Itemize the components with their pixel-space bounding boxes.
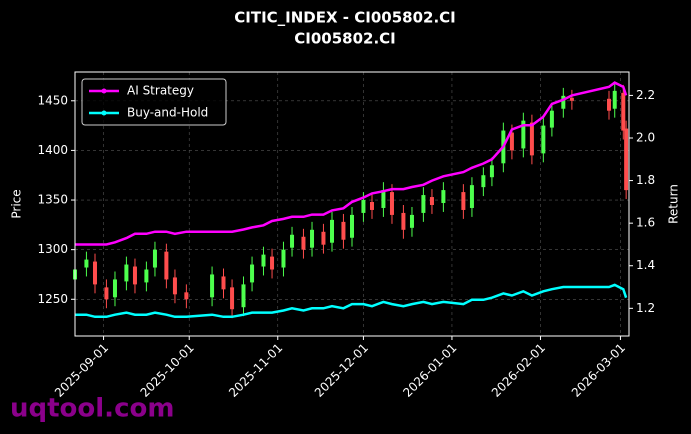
legend-label: AI Strategy <box>127 84 194 98</box>
candle-body <box>321 231 326 245</box>
candle-body <box>549 110 554 128</box>
legend-label: Buy-and-Hold <box>127 106 208 120</box>
candle-body <box>521 120 526 149</box>
y2-tick-label: 1.2 <box>636 301 655 315</box>
candle-body <box>469 185 474 208</box>
candle-body <box>509 132 514 151</box>
candle-body <box>350 214 354 238</box>
x-tick-label: 2025-11-01 <box>226 341 285 400</box>
candle-body <box>250 264 255 283</box>
candle-body <box>144 269 149 283</box>
candle-body <box>261 254 266 267</box>
candle-body <box>489 165 494 178</box>
candle-body <box>561 95 566 109</box>
candle-body <box>529 122 534 156</box>
candle-body <box>381 190 386 208</box>
candle-body <box>541 125 546 154</box>
candle-body <box>607 98 612 111</box>
x-tick-label: 2026-03-01 <box>569 341 628 400</box>
chart-subtitle: CI005802.CI <box>294 30 396 48</box>
candle-body <box>624 128 629 191</box>
candle-body <box>569 97 574 101</box>
y-tick-label: 1450 <box>37 93 68 107</box>
y-tick-label: 1400 <box>37 143 68 157</box>
y2-tick-label: 2.0 <box>636 131 655 145</box>
candle-body <box>270 256 275 270</box>
candle-body <box>330 219 335 243</box>
candle-body <box>409 214 414 228</box>
x-tick-label: 2025-12-01 <box>312 341 371 400</box>
candle-body <box>421 195 426 213</box>
candle-body <box>172 277 177 295</box>
x-tick-label: 2025-09-01 <box>52 341 111 400</box>
candle-body <box>152 249 157 268</box>
candle-body <box>112 279 117 298</box>
chart-title: CITIC_INDEX - CI005802.CI <box>234 9 455 27</box>
candle-body <box>481 175 486 188</box>
candle-body <box>612 90 617 109</box>
candle-body <box>341 221 346 240</box>
y2-tick-label: 2.2 <box>636 88 655 102</box>
series-line <box>75 81 628 246</box>
candle-body <box>104 287 109 300</box>
x-tick-label: 2025-10-01 <box>138 341 197 400</box>
candle-body <box>361 200 366 213</box>
candle-body <box>132 266 137 285</box>
y2-tick-label: 1.4 <box>636 258 655 272</box>
candle-body <box>221 276 226 290</box>
y2-axis-label: Return <box>667 184 681 224</box>
candle-body <box>281 249 286 268</box>
legend-marker <box>101 110 107 116</box>
candle-body <box>92 261 97 285</box>
y2-tick-label: 1.6 <box>636 216 655 230</box>
y-tick-label: 1250 <box>37 292 68 306</box>
y-axis-label: Price <box>10 189 24 218</box>
candle-body <box>241 284 246 308</box>
candle-body <box>310 229 315 248</box>
plot-frame <box>74 71 630 337</box>
candle-body <box>301 236 306 250</box>
candle-body <box>184 292 189 300</box>
candle-body <box>461 192 466 210</box>
candle-body <box>124 264 129 282</box>
series-line <box>75 283 628 319</box>
legend-marker <box>101 88 107 94</box>
candle-body <box>210 274 215 298</box>
x-tick-label: 2026-02-01 <box>489 341 548 400</box>
candle-body <box>389 192 394 215</box>
candle-body <box>401 212 406 230</box>
candle-body <box>230 287 235 310</box>
y2-tick-label: 1.8 <box>636 173 655 187</box>
x-tick-label: 2026-01-01 <box>400 341 459 400</box>
candle-body <box>621 92 626 131</box>
candle-body <box>164 251 169 280</box>
candle-body <box>369 202 374 210</box>
candle-body <box>441 190 446 204</box>
y-tick-label: 1350 <box>37 193 68 207</box>
candle-body <box>290 234 295 248</box>
candle-body <box>84 259 89 268</box>
candle-body <box>429 197 434 205</box>
watermark: uqtool.com <box>10 394 174 424</box>
y-tick-label: 1300 <box>37 242 68 256</box>
